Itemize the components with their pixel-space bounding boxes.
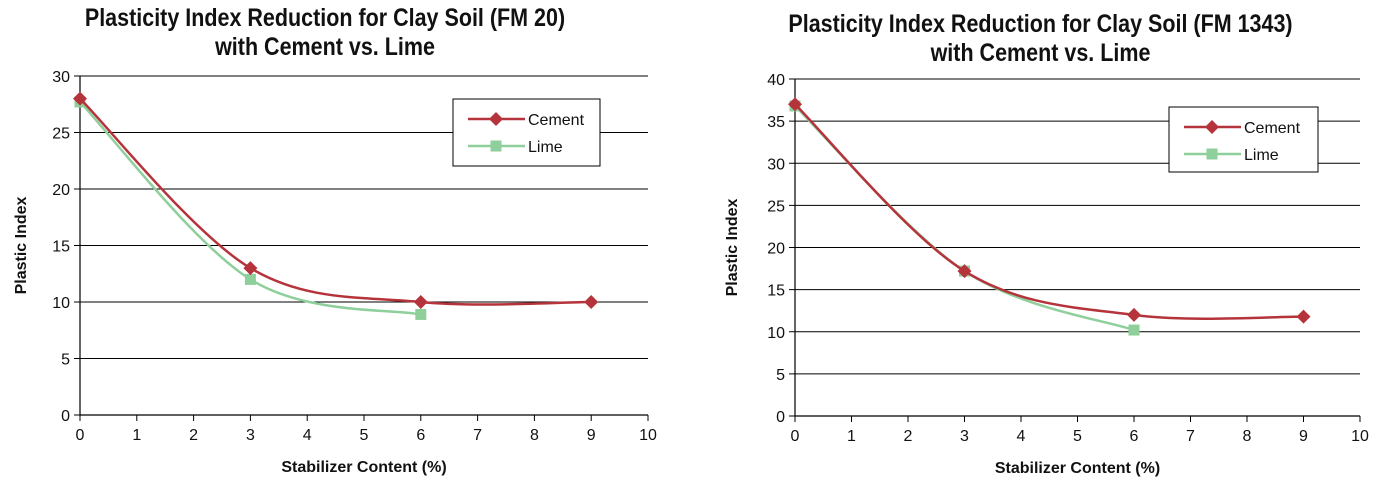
data-point-cement bbox=[957, 264, 972, 279]
x-tick-label: 1 bbox=[132, 427, 141, 444]
data-point-lime bbox=[1128, 324, 1140, 336]
x-axis-title: Stabilizer Content (%) bbox=[281, 459, 446, 476]
y-tick-label: 15 bbox=[52, 239, 70, 256]
legend-marker-lime bbox=[490, 140, 502, 152]
x-tick-label: 5 bbox=[1073, 428, 1082, 445]
legend-marker-lime bbox=[1206, 148, 1218, 160]
x-tick-label: 4 bbox=[1017, 428, 1026, 445]
y-tick-label: 10 bbox=[767, 325, 785, 342]
x-tick-label: 8 bbox=[530, 427, 539, 444]
x-tick-label: 0 bbox=[791, 428, 800, 445]
y-tick-label: 35 bbox=[767, 114, 785, 131]
y-tick-label: 0 bbox=[776, 409, 785, 426]
legend-marker-cement bbox=[489, 112, 503, 126]
x-tick-label: 9 bbox=[1299, 428, 1308, 445]
y-tick-label: 10 bbox=[52, 295, 70, 312]
y-tick-label: 30 bbox=[52, 69, 70, 86]
x-tick-label: 1 bbox=[847, 428, 856, 445]
data-point-cement bbox=[1296, 309, 1311, 324]
chart-fm1343: Plasticity Index Reduction for Clay Soil… bbox=[710, 0, 1387, 485]
data-point-cement bbox=[788, 97, 802, 112]
y-tick-label: 20 bbox=[52, 182, 70, 199]
legend: Cement Lime bbox=[452, 98, 601, 167]
x-tick-label: 6 bbox=[416, 427, 425, 444]
chart-title: Plasticity Index Reduction for Clay Soil… bbox=[0, 4, 670, 62]
x-tick-label: 10 bbox=[1351, 428, 1369, 445]
legend-label-lime: Lime bbox=[528, 139, 563, 156]
x-tick-label: 2 bbox=[904, 428, 913, 445]
chart-fm20: Plasticity Index Reduction for Clay Soil… bbox=[0, 0, 690, 485]
data-point-cement bbox=[243, 261, 258, 276]
x-tick-label: 7 bbox=[473, 427, 482, 444]
x-tick-label: 9 bbox=[587, 427, 596, 444]
y-tick-label: 20 bbox=[767, 241, 785, 258]
y-axis-title: Plastic Index bbox=[724, 198, 741, 296]
series-line-cement bbox=[79, 97, 592, 306]
series-line-cement bbox=[794, 103, 1304, 320]
x-tick-label: 4 bbox=[303, 427, 312, 444]
x-tick-label: 3 bbox=[960, 428, 969, 445]
chart-title-line2: with Cement vs. Lime bbox=[215, 33, 435, 61]
plot-area: 0 5 10 15 20 25 30 0 1 2 3 4 5 6 7 8 9 10 Stabilizer Conte… bbox=[13, 69, 657, 476]
x-tick-label: 8 bbox=[1243, 428, 1252, 445]
y-tick-label: 5 bbox=[776, 367, 785, 384]
data-point-cement bbox=[584, 295, 599, 309]
data-point-lime bbox=[244, 273, 256, 285]
y-tick-label: 5 bbox=[61, 352, 70, 369]
data-point-cement bbox=[73, 91, 87, 106]
legend-label-cement: Cement bbox=[528, 112, 585, 129]
legend-box bbox=[452, 98, 601, 167]
chart-title-line1: Plasticity Index Reduction for Clay Soil… bbox=[788, 10, 1293, 38]
legend-box bbox=[1168, 106, 1319, 173]
legend: Cement Lime bbox=[1168, 106, 1319, 173]
y-tick-label: 30 bbox=[767, 156, 785, 173]
y-tick-label: 0 bbox=[61, 408, 70, 425]
x-tick-label: 10 bbox=[639, 427, 657, 444]
legend-marker-cement bbox=[1205, 120, 1219, 134]
legend-label-cement: Cement bbox=[1244, 120, 1301, 137]
y-tick-label: 25 bbox=[767, 198, 785, 215]
y-tick-label: 40 bbox=[767, 72, 785, 89]
x-tick-label: 0 bbox=[76, 427, 85, 444]
x-tick-label: 5 bbox=[360, 427, 369, 444]
data-point-cement bbox=[413, 295, 428, 309]
legend-label-lime: Lime bbox=[1244, 147, 1279, 164]
series-line-lime bbox=[794, 105, 1135, 332]
y-tick-label: 15 bbox=[767, 283, 785, 300]
x-tick-label: 2 bbox=[189, 427, 198, 444]
data-point-lime bbox=[415, 308, 427, 320]
x-tick-label: 3 bbox=[246, 427, 255, 444]
chart-title-line2: with Cement vs. Lime bbox=[930, 39, 1151, 67]
x-tick-label: 6 bbox=[1130, 428, 1139, 445]
plot-area: 0 5 10 15 20 25 30 35 40 0 1 2 3 4 5 6 7 8 9 10 Stabilizer C… bbox=[724, 72, 1369, 477]
chart-title-line1: Plasticity Index Reduction for Clay Soil… bbox=[84, 4, 566, 32]
x-axis-title: Stabilizer Content (%) bbox=[995, 460, 1160, 477]
y-tick-label: 25 bbox=[52, 126, 70, 143]
data-point-cement bbox=[1127, 307, 1141, 322]
x-tick-label: 7 bbox=[1186, 428, 1195, 445]
y-axis-title: Plastic Index bbox=[13, 196, 30, 294]
chart-title: Plasticity Index Reduction for Clay Soil… bbox=[702, 10, 1379, 68]
